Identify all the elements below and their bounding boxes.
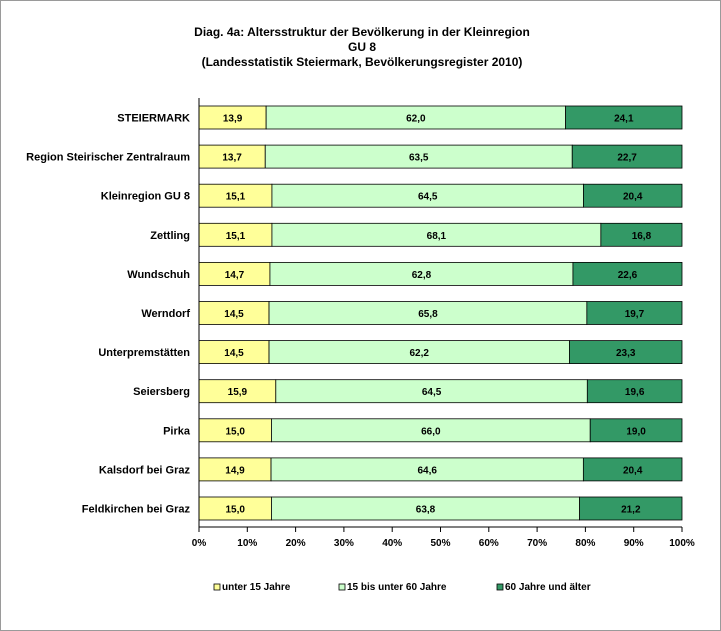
bar-segment — [565, 105, 683, 130]
data-label: 20,4 — [623, 192, 643, 203]
data-label: 63,5 — [409, 153, 429, 164]
bar-segment — [583, 183, 683, 208]
data-label: 15,0 — [225, 505, 245, 516]
bar-segment — [572, 261, 683, 286]
category-label: Region Steirischer Zentralraum — [26, 152, 190, 164]
bar-segment — [579, 496, 683, 521]
data-label: 64,5 — [418, 192, 438, 203]
category-label: Kleinregion GU 8 — [101, 191, 190, 203]
data-label: 19,0 — [626, 426, 646, 437]
data-label: 14,7 — [225, 270, 245, 281]
x-axis: 0% 10% 20% 30% 40% 50% 60% 70% 80% 90% 100% — [192, 98, 695, 549]
legend-swatch — [496, 583, 504, 591]
data-label: 23,3 — [616, 348, 636, 359]
data-label: 19,7 — [625, 309, 645, 320]
bar-segment — [571, 144, 683, 169]
category-label: Seiersberg — [133, 386, 190, 398]
x-tick-label: 20% — [286, 538, 306, 549]
data-label: 21,2 — [621, 505, 641, 516]
category-label: Kalsdorf bei Graz — [99, 464, 191, 476]
data-label: 15,1 — [226, 231, 246, 242]
data-label: 22,7 — [617, 153, 637, 164]
x-tick-label: 90% — [624, 538, 644, 549]
data-label: 63,8 — [416, 505, 436, 516]
data-label: 24,1 — [614, 114, 634, 125]
category-label: Wundschuh — [127, 269, 190, 281]
data-label: 64,6 — [417, 465, 437, 476]
data-label: 20,4 — [623, 465, 643, 476]
data-label: 66,0 — [421, 426, 441, 437]
data-label: 15,1 — [226, 192, 246, 203]
category-label: Unterpremstätten — [98, 347, 190, 359]
x-tick-label: 70% — [527, 538, 547, 549]
data-label: 16,8 — [632, 231, 652, 242]
bar-segment — [582, 457, 683, 482]
bar-segment — [600, 222, 683, 247]
x-tick-label: 10% — [237, 538, 257, 549]
x-tick-label: 40% — [382, 538, 402, 549]
data-label: 62,0 — [406, 114, 426, 125]
data-label: 62,2 — [410, 348, 430, 359]
data-label: 19,6 — [625, 387, 645, 398]
legend-label: unter 15 Jahre — [222, 582, 291, 593]
data-label: 14,5 — [224, 348, 244, 359]
x-tick-label: 0% — [192, 538, 207, 549]
data-label: 62,8 — [412, 270, 432, 281]
bar-segment — [589, 418, 683, 443]
data-label: 15,0 — [225, 426, 245, 437]
data-label: 14,9 — [225, 465, 245, 476]
bar-segment — [586, 379, 683, 404]
category-label: Feldkirchen bei Graz — [82, 504, 191, 516]
x-tick-label: 80% — [575, 538, 595, 549]
chart-title-line-3: (Landesstatistik Steiermark, Bevölkerung… — [202, 55, 523, 69]
category-label: Werndorf — [141, 308, 190, 320]
data-label: 14,5 — [224, 309, 244, 320]
data-label: 13,7 — [222, 153, 242, 164]
bar-segment — [586, 301, 683, 325]
legend-swatch — [338, 583, 346, 591]
bars-group: 13,9 62,0 24,1 13,7 63,5 22,7 15,1 64,5 20,4 15,1… — [198, 105, 683, 521]
data-label: 22,6 — [618, 270, 638, 281]
legend-label: 60 Jahre und älter — [505, 582, 591, 593]
data-label: 65,8 — [418, 309, 438, 320]
legend: unter 15 Jahre 15 bis unter 60 Jahre 60 Ja… — [213, 582, 591, 593]
data-label: 64,5 — [422, 387, 442, 398]
category-label: STEIERMARK — [117, 113, 190, 125]
legend-label: 15 bis unter 60 Jahre — [347, 582, 447, 593]
legend-swatch — [213, 583, 221, 591]
category-labels-group: STEIERMARK Region Steirischer Zentralraum… — [26, 113, 191, 516]
chart-title-line-2: GU 8 — [348, 40, 376, 54]
data-label: 15,9 — [228, 387, 248, 398]
chart-title-line-1: Diag. 4a: Altersstruktur der Bevölkerung… — [194, 25, 530, 39]
bar-segment — [569, 340, 683, 365]
data-label: 68,1 — [427, 231, 447, 242]
data-label: 13,9 — [223, 114, 243, 125]
x-tick-label: 50% — [430, 538, 450, 549]
x-tick-label: 60% — [479, 538, 499, 549]
x-tick-label: 30% — [334, 538, 354, 549]
x-tick-label: 100% — [669, 538, 695, 549]
category-label: Pirka — [163, 425, 191, 437]
category-label: Zettling — [150, 230, 190, 242]
